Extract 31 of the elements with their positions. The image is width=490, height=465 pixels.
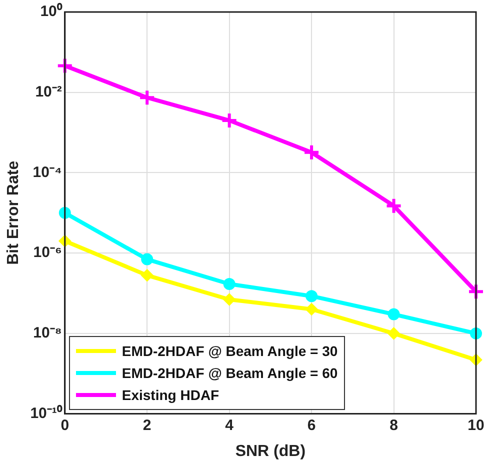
x-tick-label: 8 [390, 416, 398, 434]
legend-label: Existing HDAF [122, 386, 220, 403]
x-tick-label: 0 [60, 416, 70, 434]
y-tick-label: 10⁻² [35, 84, 62, 100]
point [141, 253, 154, 266]
y-tick-label: 10⁻⁴ [32, 164, 62, 181]
point [138, 89, 156, 106]
y-tick-label: 10⁻⁸ [33, 324, 62, 342]
x-axis-title: SNR (dB) [235, 442, 306, 460]
point [220, 112, 238, 129]
point [388, 308, 400, 320]
point [385, 197, 402, 214]
y-tick-label: 10⁻¹⁰ [30, 404, 63, 422]
point [388, 327, 400, 340]
point [306, 303, 318, 316]
x-tick-label: 10 [468, 416, 484, 434]
point [306, 290, 318, 302]
x-tick-label: 2 [142, 416, 152, 434]
x-tick-label: 4 [225, 416, 234, 434]
point [56, 57, 74, 74]
x-tick-label: 6 [307, 416, 316, 434]
point [303, 144, 320, 161]
y-tick-label: 10⁰ [40, 2, 63, 20]
y-tick-label: 10⁻⁶ [33, 244, 62, 262]
legend-label: EMD-2HDAF @ Beam Angle = 30 [122, 342, 338, 359]
point [468, 283, 484, 300]
point [223, 293, 236, 306]
legend-label: EMD-2HDAF @ Beam Angle = 60 [122, 364, 338, 381]
point [141, 269, 154, 282]
point [223, 278, 236, 290]
y-axis-title: Bit Error Rate [5, 160, 22, 265]
